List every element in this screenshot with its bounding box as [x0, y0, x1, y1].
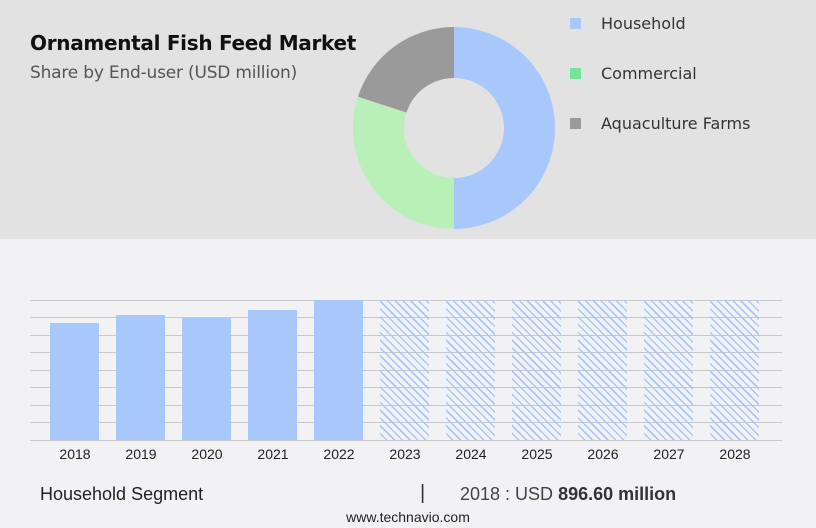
- source-url: www.technavio.com: [346, 509, 470, 525]
- segment-label: Household Segment: [40, 484, 204, 504]
- donut-slice-commercial: [353, 96, 454, 230]
- donut-chart: [353, 27, 555, 230]
- legend-item-aquaculture: Aquaculture Farms: [570, 114, 750, 133]
- segment-value: 2018 : USD 896.60 million: [460, 484, 677, 504]
- x-axis-label: 2020: [191, 446, 223, 462]
- x-axis-label: 2021: [257, 446, 289, 462]
- x-axis-label: 2022: [323, 446, 355, 462]
- bar-2022: [314, 300, 363, 440]
- x-axis-label: 2027: [653, 446, 685, 462]
- x-axis-label: 2018: [59, 446, 91, 462]
- bar-2020: [182, 318, 231, 440]
- legend-item-household: Household: [570, 14, 686, 33]
- bar-chart: 2018 2019 2020 2021 2022 2023 2024 2025 2026 2027…: [30, 290, 782, 470]
- donut-slice-aquaculture-farms: [357, 27, 454, 113]
- x-axis-label: 2019: [125, 446, 157, 462]
- bar-2026: [578, 300, 627, 440]
- x-axis-label: 2025: [521, 446, 553, 462]
- x-axis-label: 2023: [389, 446, 421, 462]
- bar-2019: [116, 315, 165, 440]
- chart-title: Ornamental Fish Feed Market: [30, 31, 357, 55]
- chart-subtitle: Share by End-user (USD million): [30, 63, 298, 83]
- legend-swatch-icon: [570, 68, 581, 79]
- bar-2028: [710, 300, 759, 440]
- donut-slice-household: [454, 27, 555, 229]
- bar-2025: [512, 300, 561, 440]
- legend-swatch-icon: [570, 118, 581, 129]
- bar-2021: [248, 310, 297, 440]
- bar-2023: [380, 300, 429, 440]
- bar-2018: [50, 323, 99, 440]
- legend-item-commercial: Commercial: [570, 64, 697, 83]
- x-axis-label: 2028: [719, 446, 751, 462]
- gridline: [30, 440, 782, 441]
- x-axis-label: 2024: [455, 446, 487, 462]
- legend-swatch-icon: [570, 18, 581, 29]
- bar-2024: [446, 300, 495, 440]
- bar-2027: [644, 300, 693, 440]
- separator: |: [420, 482, 426, 504]
- x-axis-label: 2026: [587, 446, 619, 462]
